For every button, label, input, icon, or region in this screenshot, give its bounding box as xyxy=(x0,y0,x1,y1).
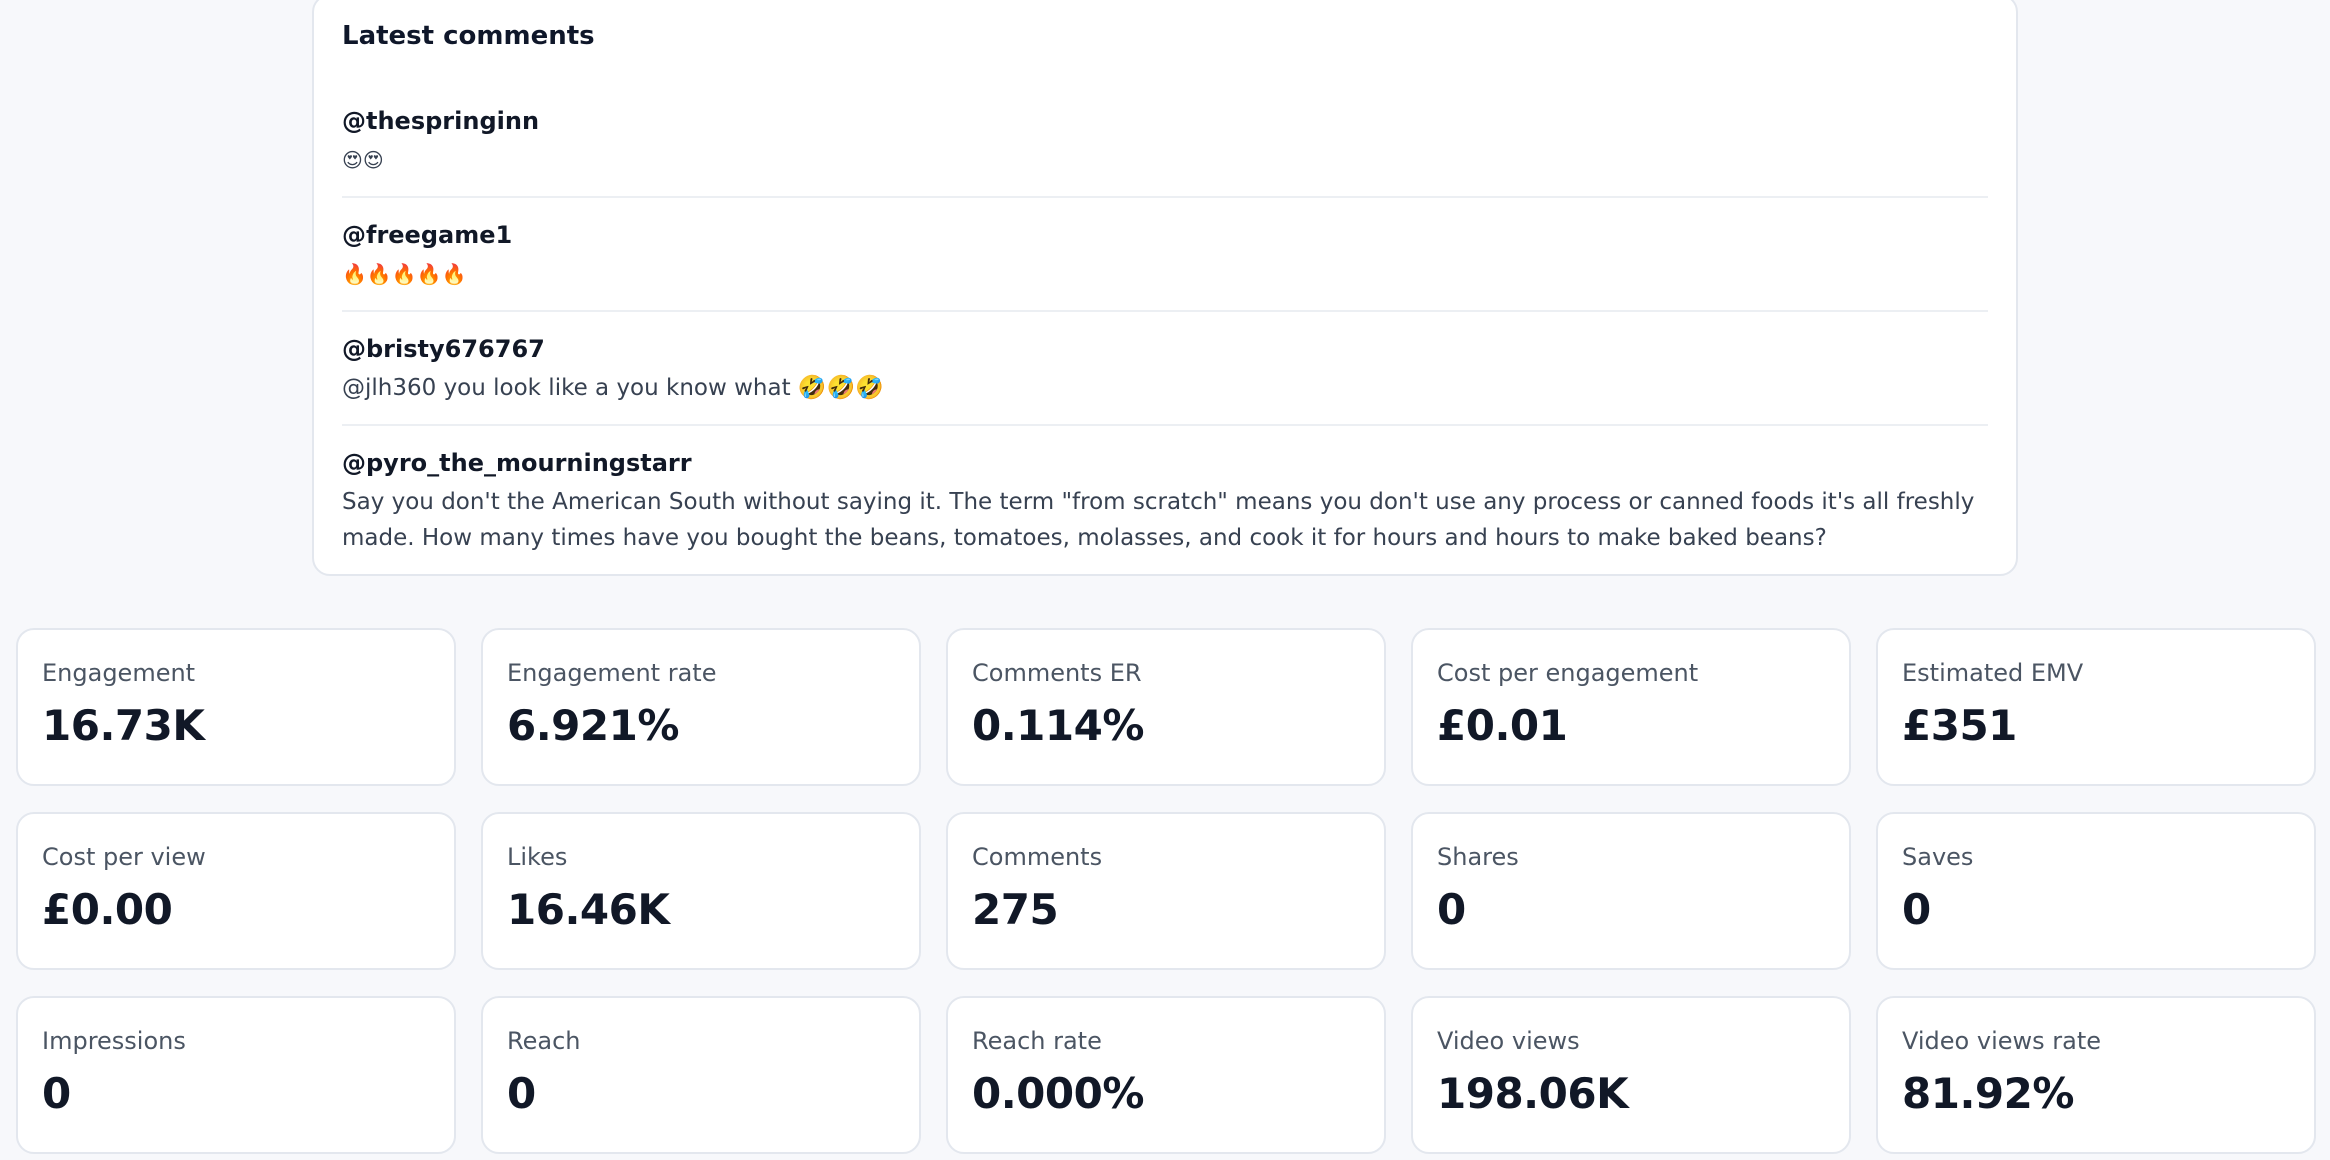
metric-label: Comments ER xyxy=(972,659,1142,687)
metric-card-estimated-emv: Estimated EMV £351 xyxy=(1876,628,2316,786)
metric-label: Reach rate xyxy=(972,1027,1102,1055)
metric-label: Likes xyxy=(507,843,568,871)
metric-value: 81.92% xyxy=(1902,1069,2074,1118)
metric-card-video-views: Video views 198.06K xyxy=(1411,996,1851,1154)
metric-label: Estimated EMV xyxy=(1902,659,2084,687)
metric-card-cost-per-engagement: Cost per engagement £0.01 xyxy=(1411,628,1851,786)
metric-value: 16.46K xyxy=(507,885,670,934)
comment-author[interactable]: @freegame1 xyxy=(342,221,513,249)
metric-label: Engagement xyxy=(42,659,196,687)
comment-author[interactable]: @bristy676767 xyxy=(342,335,545,363)
metric-card-reach-rate: Reach rate 0.000% xyxy=(946,996,1386,1154)
metrics-grid: Engagement 16.73K Engagement rate 6.921%… xyxy=(16,628,2316,1154)
metric-card-reach: Reach 0 xyxy=(481,996,921,1154)
comment-text: Say you don't the American South without… xyxy=(342,489,1982,551)
metric-value: 0.000% xyxy=(972,1069,1144,1118)
metric-label: Cost per engagement xyxy=(1437,659,1699,687)
metric-card-comments-er: Comments ER 0.114% xyxy=(946,628,1386,786)
metric-value: 275 xyxy=(972,885,1059,934)
metric-value: £0.00 xyxy=(42,885,173,934)
metric-card-shares: Shares 0 xyxy=(1411,812,1851,970)
comment-author[interactable]: @thespringinn xyxy=(342,107,540,135)
comment-text: @jlh360 you look like a you know what 🤣🤣… xyxy=(342,375,884,401)
metric-label: Reach xyxy=(507,1027,581,1055)
comment-item: @freegame1 🔥🔥🔥🔥🔥 xyxy=(342,218,1988,312)
metric-value: 198.06K xyxy=(1437,1069,1629,1118)
metric-card-saves: Saves 0 xyxy=(1876,812,2316,970)
metric-label: Video views rate xyxy=(1902,1027,2102,1055)
comment-item: @bristy676767 @jlh360 you look like a yo… xyxy=(342,332,1988,426)
metric-value: 0.114% xyxy=(972,701,1144,750)
latest-comments-title: Latest comments xyxy=(342,21,595,51)
metric-card-video-views-rate: Video views rate 81.92% xyxy=(1876,996,2316,1154)
metric-label: Shares xyxy=(1437,843,1519,871)
metric-card-cost-per-view: Cost per view £0.00 xyxy=(16,812,456,970)
metric-value: £351 xyxy=(1902,701,2017,750)
metric-value: 0 xyxy=(1902,885,1931,934)
metric-value: 0 xyxy=(507,1069,536,1118)
metric-label: Impressions xyxy=(42,1027,186,1055)
metric-label: Saves xyxy=(1902,843,1974,871)
metric-label: Engagement rate xyxy=(507,659,717,687)
metric-value: 6.921% xyxy=(507,701,679,750)
metric-label: Cost per view xyxy=(42,843,206,871)
metric-value: 0 xyxy=(42,1069,71,1118)
comment-text: 🔥🔥🔥🔥🔥 xyxy=(342,262,467,286)
metric-card-comments: Comments 275 xyxy=(946,812,1386,970)
metric-label: Video views xyxy=(1437,1027,1580,1055)
metric-value: 0 xyxy=(1437,885,1466,934)
latest-comments-panel: Latest comments @thespringinn 😍😍 @freega… xyxy=(312,0,2018,576)
metric-card-engagement: Engagement 16.73K xyxy=(16,628,456,786)
comment-text: 😍😍 xyxy=(342,148,384,172)
metric-value: 16.73K xyxy=(42,701,205,750)
metric-label: Comments xyxy=(972,843,1103,871)
comment-author[interactable]: @pyro_the_mourningstarr xyxy=(342,449,692,477)
metric-card-engagement-rate: Engagement rate 6.921% xyxy=(481,628,921,786)
metric-card-impressions: Impressions 0 xyxy=(16,996,456,1154)
comment-item: @pyro_the_mourningstarr Say you don't th… xyxy=(342,446,1988,574)
metric-card-likes: Likes 16.46K xyxy=(481,812,921,970)
comment-item: @thespringinn 😍😍 xyxy=(342,104,1988,198)
metric-value: £0.01 xyxy=(1437,701,1568,750)
